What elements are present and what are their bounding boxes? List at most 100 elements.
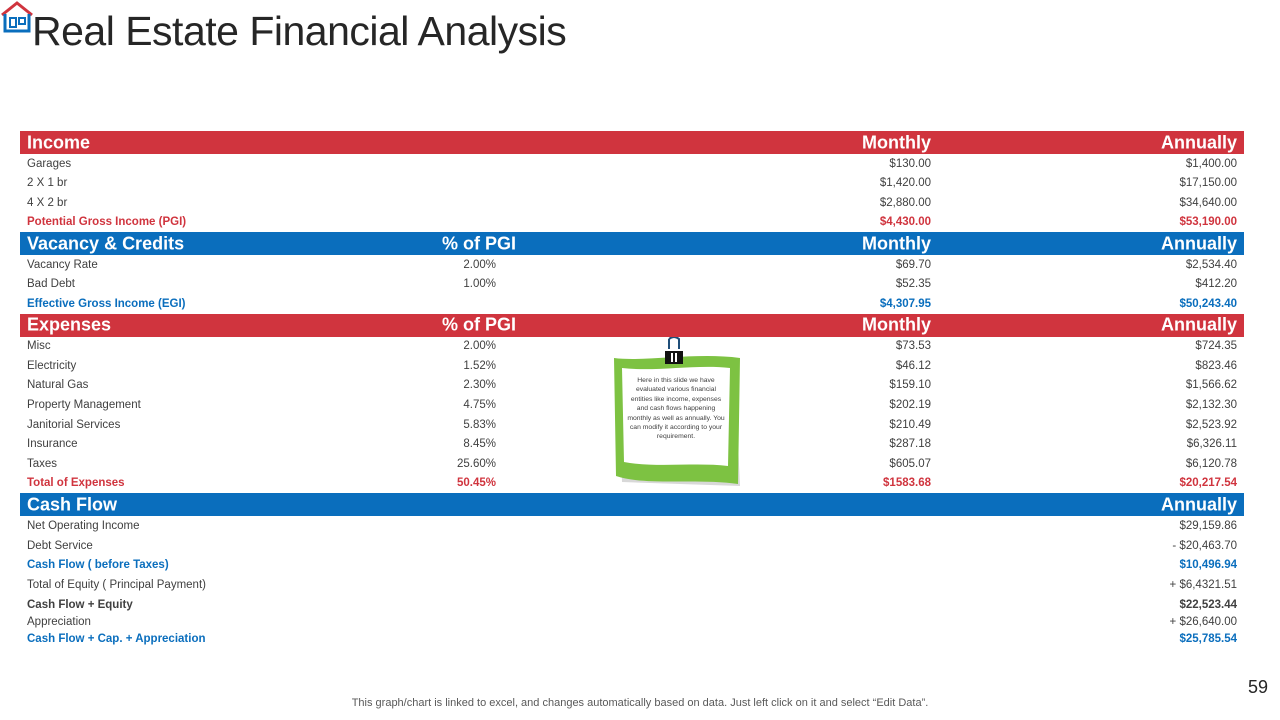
row-annually: $22,523.44 bbox=[1179, 598, 1237, 611]
row-annually: $25,785.54 bbox=[1179, 632, 1237, 645]
row-monthly: $159.10 bbox=[889, 379, 931, 392]
table-row: Garages $130.00 $1,400.00 bbox=[20, 154, 1244, 174]
row-monthly: $130.00 bbox=[889, 157, 931, 170]
row-label: Bad Debt bbox=[27, 278, 75, 291]
row-monthly: $1,420.00 bbox=[879, 177, 931, 190]
cashflow-equity-row: Cash Flow + Equity $22,523.44 bbox=[20, 595, 1244, 615]
row-annually: - $20,463.70 bbox=[1172, 539, 1237, 552]
row-monthly: $73.53 bbox=[895, 340, 931, 353]
table-row: 4 X 2 br $2,880.00 $34,640.00 bbox=[20, 193, 1244, 213]
row-label: Effective Gross Income (EGI) bbox=[27, 297, 186, 310]
row-pgi: 1.52% bbox=[463, 359, 496, 372]
row-monthly: $210.49 bbox=[889, 418, 931, 431]
row-label: 4 X 2 br bbox=[27, 196, 68, 209]
row-label: Cash Flow ( before Taxes) bbox=[27, 559, 169, 572]
row-label: 2 X 1 br bbox=[27, 177, 68, 190]
income-header-annually: Annually bbox=[1160, 132, 1237, 152]
expenses-header: Expenses % of PGI Monthly Annually bbox=[20, 313, 1244, 337]
income-header: Income Monthly Annually bbox=[20, 131, 1244, 154]
row-annually: $2,523.92 bbox=[1185, 418, 1237, 431]
row-label: Cash Flow + Cap. + Appreciation bbox=[27, 632, 206, 645]
vacancy-header: Vacancy & Credits % of PGI Monthly Annua… bbox=[20, 232, 1244, 255]
expenses-header-annually: Annually bbox=[1160, 314, 1237, 335]
row-monthly: $1583.68 bbox=[883, 477, 931, 490]
table-row: 2 X 1 br $1,420.00 $17,150.00 bbox=[20, 174, 1244, 194]
row-monthly: $4,430.00 bbox=[879, 216, 931, 229]
row-annually: $2,534.40 bbox=[1185, 258, 1237, 271]
row-annually: $1,566.62 bbox=[1185, 379, 1237, 392]
table-row: Taxes 25.60% $605.07 $6,120.78 bbox=[20, 454, 1244, 474]
row-monthly: $287.18 bbox=[889, 438, 931, 451]
row-label: Debt Service bbox=[27, 539, 93, 552]
row-label: Janitorial Services bbox=[27, 418, 121, 431]
binder-clip-icon bbox=[665, 337, 683, 364]
cashflow-header-annually: Annually bbox=[1160, 494, 1237, 515]
table-row: Debt Service - $20,463.70 bbox=[20, 536, 1244, 556]
note-text: Here in this slide we have evaluated var… bbox=[627, 377, 725, 441]
row-annually: $823.46 bbox=[1195, 359, 1237, 372]
vacancy-header-annually: Annually bbox=[1160, 233, 1237, 253]
row-label: Natural Gas bbox=[27, 379, 89, 392]
footer-note: This graph/chart is linked to excel, and… bbox=[351, 697, 929, 709]
row-annually: $6,120.78 bbox=[1185, 457, 1237, 470]
row-label: Misc bbox=[27, 340, 51, 353]
row-monthly: $46.12 bbox=[895, 359, 931, 372]
row-label: Taxes bbox=[27, 457, 58, 470]
row-pgi: 2.00% bbox=[463, 258, 496, 271]
row-label: Net Operating Income bbox=[27, 520, 140, 533]
cashflow-appreciation-total-row: Cash Flow + Cap. + Appreciation $25,785.… bbox=[20, 629, 1244, 649]
house-logo-icon bbox=[1, 1, 33, 33]
row-label: Potential Gross Income (PGI) bbox=[27, 216, 187, 229]
row-annually: + $6,4321.51 bbox=[1169, 579, 1237, 592]
row-annually: $412.20 bbox=[1195, 278, 1237, 291]
row-pgi: 2.30% bbox=[463, 379, 496, 392]
row-pgi: 25.60% bbox=[456, 457, 496, 470]
row-monthly: $52.35 bbox=[895, 278, 931, 291]
row-label: Total of Equity ( Principal Payment) bbox=[27, 579, 206, 592]
row-annually: $53,190.00 bbox=[1179, 216, 1237, 229]
row-annually: $1,400.00 bbox=[1185, 157, 1237, 170]
table-row: Net Operating Income $29,159.86 bbox=[20, 516, 1244, 536]
row-pgi: 4.75% bbox=[463, 399, 496, 412]
financial-table: Income Monthly Annually Garages $130.00 … bbox=[20, 131, 1244, 648]
table-row: Property Management 4.75% $202.19 $2,132… bbox=[20, 395, 1244, 415]
expenses-header-label: Expenses bbox=[27, 314, 112, 335]
row-label: Insurance bbox=[27, 438, 78, 451]
table-row: Insurance 8.45% $287.18 $6,326.11 bbox=[20, 434, 1244, 454]
cashflow-header-label: Cash Flow bbox=[27, 494, 118, 515]
row-annually: $10,496.94 bbox=[1179, 559, 1237, 572]
row-pgi: 8.45% bbox=[463, 438, 496, 451]
row-pgi: 50.45% bbox=[456, 477, 496, 490]
table-row: Bad Debt 1.00% $52.35 $412.20 bbox=[20, 275, 1244, 295]
cashflow-before-taxes-row: Cash Flow ( before Taxes) $10,496.94 bbox=[20, 556, 1244, 576]
vacancy-total-row: Effective Gross Income (EGI) $4,307.95 $… bbox=[20, 294, 1244, 314]
row-label: Garages bbox=[27, 157, 72, 170]
table-row: Janitorial Services 5.83% $210.49 $2,523… bbox=[20, 415, 1244, 435]
income-total-row: Potential Gross Income (PGI) $4,430.00 $… bbox=[20, 213, 1244, 233]
row-annually: $20,217.54 bbox=[1179, 477, 1237, 490]
row-annually: $50,243.40 bbox=[1179, 297, 1237, 310]
expenses-header-pgi: % of PGI bbox=[441, 314, 516, 335]
vacancy-header-monthly: Monthly bbox=[862, 233, 931, 253]
row-annually: + $26,640.00 bbox=[1169, 615, 1237, 628]
row-monthly: $2,880.00 bbox=[879, 196, 931, 209]
row-label: Electricity bbox=[27, 359, 77, 372]
row-label: Property Management bbox=[27, 399, 141, 412]
row-monthly: $69.70 bbox=[895, 258, 931, 271]
row-annually: $724.35 bbox=[1195, 340, 1237, 353]
vacancy-header-pgi: % of PGI bbox=[441, 233, 516, 253]
row-label: Cash Flow + Equity bbox=[27, 598, 133, 611]
row-annually: $2,132.30 bbox=[1185, 399, 1237, 412]
page-title: Real Estate Financial Analysis bbox=[32, 8, 567, 54]
row-annually: $29,159.86 bbox=[1179, 520, 1237, 533]
row-annually: $6,326.11 bbox=[1186, 438, 1237, 451]
table-row: Vacancy Rate 2.00% $69.70 $2,534.40 bbox=[20, 255, 1244, 275]
row-pgi: 1.00% bbox=[463, 278, 496, 291]
row-annually: $17,150.00 bbox=[1179, 177, 1237, 190]
row-monthly: $4,307.95 bbox=[879, 297, 931, 310]
row-monthly: $202.19 bbox=[889, 399, 931, 412]
table-row: Electricity 1.52% $46.12 $823.46 bbox=[20, 356, 1244, 376]
row-pgi: 5.83% bbox=[463, 418, 496, 431]
table-row: Misc 2.00% $73.53 $724.35 bbox=[20, 337, 1244, 357]
row-monthly: $605.07 bbox=[889, 457, 931, 470]
